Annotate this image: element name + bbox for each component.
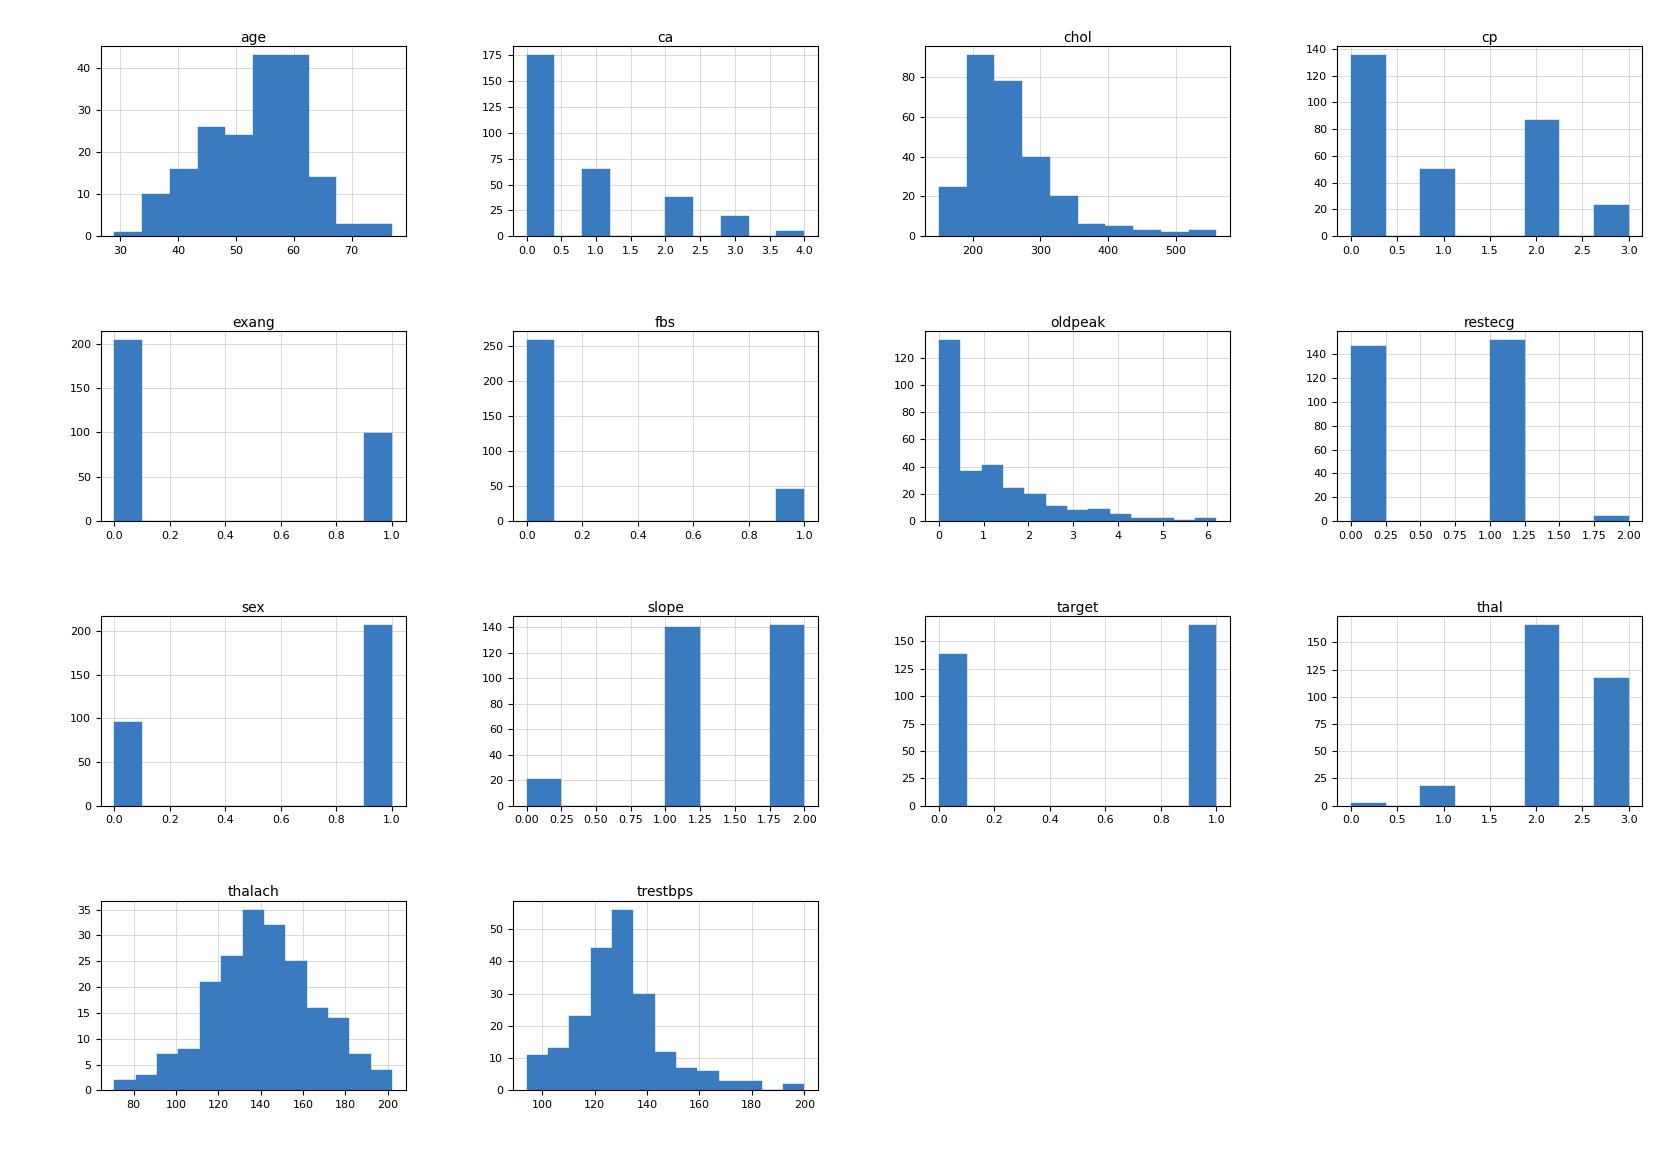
Bar (142, 194, 169, 237)
Bar (994, 81, 1022, 237)
Bar (114, 340, 142, 521)
Bar (263, 926, 285, 1090)
Bar (526, 778, 561, 806)
Bar (675, 1068, 697, 1090)
Bar (939, 654, 967, 806)
Bar (548, 1049, 570, 1090)
Bar (370, 1070, 392, 1090)
Bar (158, 1054, 179, 1090)
Title: thal: thal (1477, 601, 1503, 615)
Bar (364, 224, 392, 237)
Bar (285, 962, 307, 1090)
Bar (1088, 509, 1110, 521)
Title: thalach: thalach (228, 885, 280, 899)
Bar (982, 465, 1002, 521)
Bar (719, 1081, 741, 1090)
Bar (776, 231, 804, 237)
Bar (526, 340, 555, 521)
Bar (1594, 516, 1629, 521)
Bar (570, 1016, 590, 1090)
Bar (526, 1054, 548, 1090)
Title: oldpeak: oldpeak (1049, 316, 1104, 329)
Bar (308, 177, 337, 237)
Bar (169, 169, 198, 237)
Bar (1195, 519, 1217, 521)
Title: cp: cp (1482, 31, 1498, 45)
Bar (960, 471, 982, 521)
Bar (349, 1054, 370, 1090)
Title: sex: sex (241, 601, 265, 615)
Title: fbs: fbs (655, 316, 675, 329)
Bar (612, 909, 634, 1090)
Bar (114, 1080, 136, 1090)
Bar (1110, 514, 1131, 521)
Bar (282, 56, 308, 237)
Title: ca: ca (657, 31, 674, 45)
Bar (967, 56, 994, 237)
Bar (1078, 224, 1106, 237)
Bar (1002, 488, 1024, 521)
Bar (1046, 506, 1068, 521)
Title: restecg: restecg (1465, 316, 1515, 329)
Bar (198, 126, 226, 237)
Bar (1351, 804, 1386, 806)
Bar (721, 216, 749, 237)
Bar (741, 1081, 761, 1090)
Bar (783, 1083, 804, 1090)
Title: trestbps: trestbps (637, 885, 694, 899)
Bar (226, 136, 253, 237)
Bar (307, 1008, 328, 1090)
Bar (1173, 520, 1195, 521)
Bar (1594, 205, 1629, 237)
Bar (1421, 169, 1455, 237)
Title: age: age (240, 31, 266, 45)
Bar (337, 224, 364, 237)
Bar (1525, 119, 1559, 237)
Bar (179, 1049, 199, 1090)
Bar (1106, 226, 1133, 237)
Bar (1068, 510, 1088, 521)
Bar (328, 1018, 349, 1090)
Bar (1133, 230, 1161, 237)
Bar (665, 628, 701, 806)
Bar (364, 433, 392, 521)
Bar (136, 1075, 158, 1090)
Bar (1421, 786, 1455, 806)
Bar (665, 197, 694, 237)
Bar (1594, 679, 1629, 806)
Bar (634, 994, 655, 1090)
Bar (114, 232, 142, 237)
Bar (199, 981, 221, 1090)
Bar (1351, 56, 1386, 237)
Bar (1153, 519, 1173, 521)
Bar (939, 340, 960, 521)
Bar (697, 1071, 719, 1090)
Bar (655, 1052, 675, 1090)
Bar (1131, 519, 1153, 521)
Bar (526, 56, 555, 237)
Title: target: target (1056, 601, 1099, 615)
Bar (1022, 157, 1049, 237)
Bar (1049, 196, 1078, 237)
Bar (1161, 232, 1188, 237)
Bar (1525, 625, 1559, 806)
Bar (1024, 494, 1046, 521)
Bar (769, 625, 804, 806)
Bar (221, 956, 243, 1090)
Bar (582, 169, 610, 237)
Title: exang: exang (231, 316, 275, 329)
Bar (364, 625, 392, 806)
Bar (776, 490, 804, 521)
Bar (114, 722, 142, 806)
Title: slope: slope (647, 601, 684, 615)
Bar (1490, 340, 1525, 521)
Bar (253, 56, 282, 237)
Bar (243, 909, 263, 1090)
Bar (1351, 346, 1386, 521)
Bar (590, 949, 612, 1090)
Bar (939, 187, 967, 237)
Bar (1188, 230, 1217, 237)
Bar (1188, 625, 1217, 806)
Title: chol: chol (1063, 31, 1093, 45)
